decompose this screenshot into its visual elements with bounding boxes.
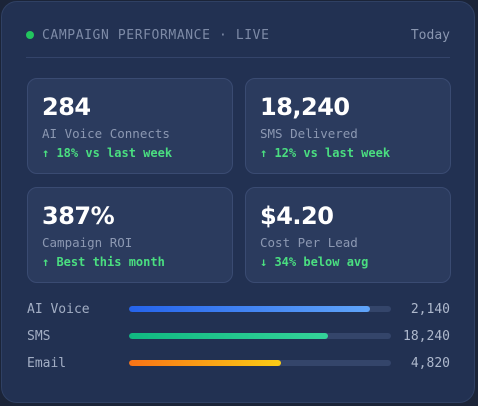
channel-row-email: Email 4,820	[27, 353, 450, 373]
header-title-group: CAMPAIGN PERFORMANCE · LIVE	[26, 28, 270, 43]
channel-row-ai-voice: AI Voice 2,140	[27, 299, 450, 319]
channel-value: 2,140	[410, 301, 450, 317]
metric-tile-campaign-roi: 387% Campaign ROI ↑ Best this month	[27, 187, 233, 283]
metric-label: AI Voice Connects	[42, 126, 170, 141]
metric-value: 18,240	[260, 93, 350, 121]
metric-change: ↓ 34% below avg	[260, 255, 369, 269]
metric-value: 284	[42, 93, 91, 121]
metric-change: ↑ 18% vs last week	[42, 146, 173, 160]
channel-bar-fill	[129, 333, 329, 339]
metric-change: ↑ Best this month	[42, 255, 165, 269]
card-title: CAMPAIGN PERFORMANCE · LIVE	[42, 27, 270, 43]
metric-tile-cost-per-lead: $4.20 Cost Per Lead ↓ 34% below avg	[245, 187, 451, 283]
channel-value: 18,240	[403, 328, 450, 344]
metric-label: Cost Per Lead	[260, 235, 358, 250]
card-header: CAMPAIGN PERFORMANCE · LIVE Today	[26, 24, 450, 46]
channel-bar-track	[129, 360, 391, 366]
channel-value: 4,820	[410, 355, 450, 371]
channel-bar-track	[129, 333, 391, 339]
metric-value: 387%	[42, 202, 115, 230]
metric-value: $4.20	[260, 202, 334, 230]
live-status-dot-icon	[26, 31, 34, 39]
channel-label: SMS	[27, 328, 51, 344]
header-divider	[26, 57, 450, 58]
channel-label: Email	[27, 355, 67, 371]
metric-label: SMS Delivered	[260, 126, 358, 141]
channel-label: AI Voice	[27, 301, 90, 317]
metric-tile-voice-connects: 284 AI Voice Connects ↑ 18% vs last week	[27, 78, 233, 174]
metric-change: ↑ 12% vs last week	[260, 146, 391, 160]
channel-row-sms: SMS 18,240	[27, 326, 450, 346]
channel-bar-fill	[129, 306, 371, 312]
channel-bar-fill	[129, 360, 281, 366]
metric-tile-sms-delivered: 18,240 SMS Delivered ↑ 12% vs last week	[245, 78, 451, 174]
metric-label: Campaign ROI	[42, 235, 133, 250]
channel-bar-track	[129, 306, 391, 312]
period-label[interactable]: Today	[410, 27, 450, 43]
